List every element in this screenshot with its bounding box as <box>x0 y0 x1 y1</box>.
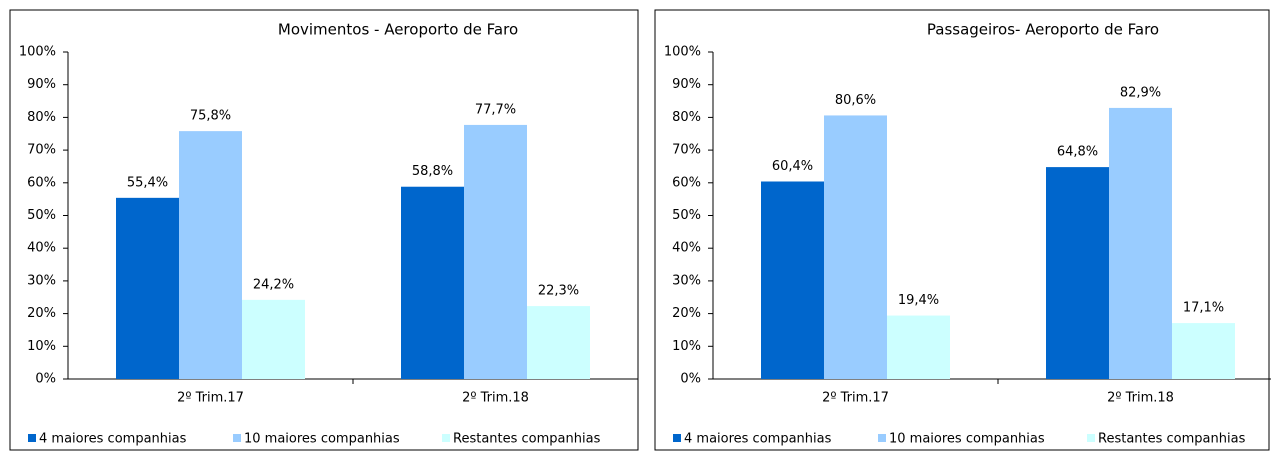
x-tick-label: 2º Trim.17 <box>177 391 244 406</box>
y-tick-label: 40% <box>27 241 56 256</box>
legend-label: 10 maiores companhias <box>889 432 1045 447</box>
legend-swatch <box>442 434 450 442</box>
bar <box>1172 323 1235 379</box>
y-tick-label: 10% <box>672 339 701 354</box>
data-label: 80,6% <box>835 93 876 108</box>
legend-swatch <box>1087 434 1095 442</box>
legend-swatch <box>673 434 681 442</box>
y-tick-label: 60% <box>672 175 701 190</box>
bar <box>824 115 887 380</box>
y-tick-label: 50% <box>672 208 701 223</box>
y-tick-label: 50% <box>27 208 56 223</box>
y-tick-label: 20% <box>27 306 56 321</box>
x-tick-label: 2º Trim.18 <box>1107 391 1174 406</box>
bar <box>242 299 305 379</box>
bar <box>761 181 824 379</box>
y-tick-label: 70% <box>27 143 56 158</box>
y-tick-label: 0% <box>680 372 701 387</box>
bar <box>1046 167 1109 379</box>
y-tick-label: 30% <box>672 273 701 288</box>
legend-swatch <box>878 434 886 442</box>
data-label: 55,4% <box>127 175 168 190</box>
x-tick-label: 2º Trim.18 <box>462 391 529 406</box>
y-tick-label: 70% <box>672 143 701 158</box>
y-tick-label: 80% <box>27 110 56 125</box>
legend-swatch <box>28 434 36 442</box>
y-tick-label: 10% <box>27 339 56 354</box>
data-label: 75,8% <box>190 109 231 124</box>
chart-title: Movimentos - Aeroporto de Faro <box>278 21 518 39</box>
data-label: 64,8% <box>1057 145 1098 160</box>
y-tick-label: 0% <box>35 372 56 387</box>
bar <box>401 186 464 379</box>
y-tick-label: 100% <box>664 45 701 60</box>
data-label: 58,8% <box>412 164 453 179</box>
y-tick-label: 90% <box>672 77 701 92</box>
bar <box>179 131 242 379</box>
bar <box>464 124 527 380</box>
legend-label: Restantes companhias <box>1098 432 1246 447</box>
legend-label: 4 maiores companhias <box>684 432 832 447</box>
legend-label: Restantes companhias <box>453 432 601 447</box>
chart-title: Passageiros- Aeroporto de Faro <box>927 21 1159 39</box>
y-tick-label: 40% <box>672 241 701 256</box>
data-label: 82,9% <box>1120 85 1161 100</box>
x-tick-label: 2º Trim.17 <box>822 391 889 406</box>
bar <box>887 315 950 379</box>
bar <box>116 197 179 379</box>
data-label: 24,2% <box>253 277 294 292</box>
y-tick-label: 100% <box>19 45 56 60</box>
data-label: 22,3% <box>538 284 579 299</box>
y-tick-label: 20% <box>672 306 701 321</box>
bar <box>1109 107 1172 380</box>
data-label: 60,4% <box>772 159 813 174</box>
y-tick-label: 60% <box>27 175 56 190</box>
data-label: 19,4% <box>898 293 939 308</box>
legend-label: 10 maiores companhias <box>244 432 400 447</box>
y-tick-label: 80% <box>672 110 701 125</box>
chart-frame <box>9 9 639 451</box>
data-label: 17,1% <box>1183 301 1224 316</box>
y-tick-label: 30% <box>27 273 56 288</box>
data-label: 77,7% <box>475 102 516 117</box>
bar <box>527 306 590 379</box>
legend-swatch <box>233 434 241 442</box>
y-tick-label: 90% <box>27 77 56 92</box>
legend-label: 4 maiores companhias <box>39 432 187 447</box>
chart-frame <box>654 9 1270 451</box>
